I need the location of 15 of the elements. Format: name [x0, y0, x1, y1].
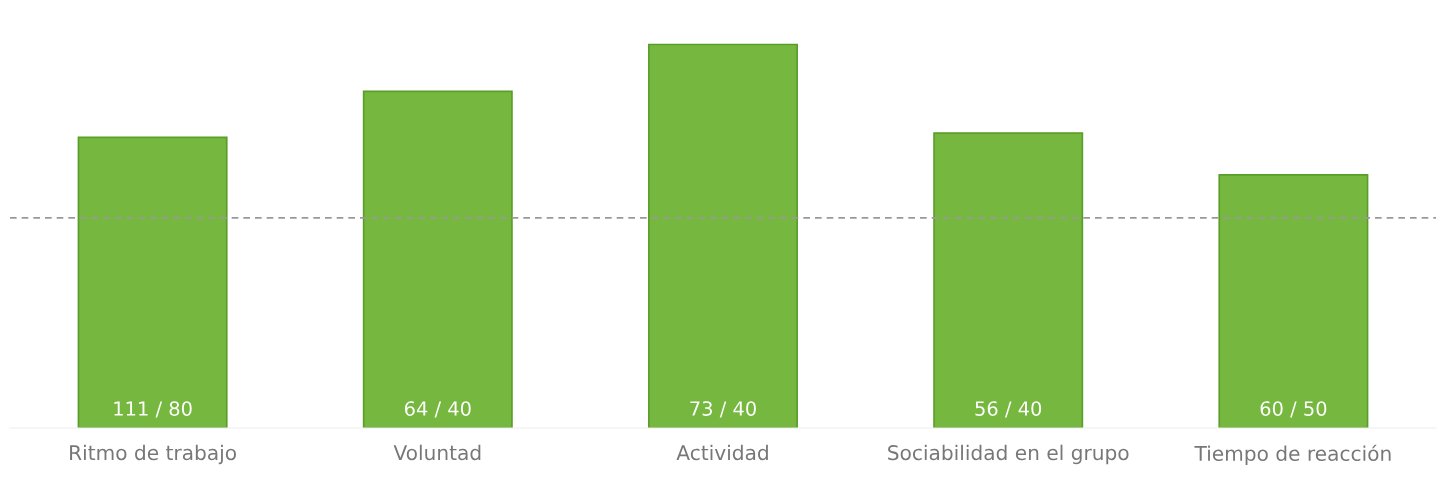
- x-tick-label: Ritmo de trabajo: [70, 444, 236, 465]
- bar: [1218, 174, 1369, 428]
- x-tick-label: Actividad: [676, 444, 768, 461]
- annotation: 73 / 40: [690, 401, 756, 418]
- bar: [77, 136, 228, 428]
- bar: [648, 43, 798, 428]
- x-tick-label: Tiempo de reacción: [1194, 444, 1391, 465]
- annotation: 60 / 50: [1260, 401, 1327, 418]
- bar: [933, 132, 1084, 428]
- x-tick-label: Sociabilidad en el grupo: [888, 444, 1129, 465]
- annotation: 64 / 40: [404, 401, 471, 418]
- x-tick-label: Voluntad: [393, 444, 481, 461]
- annotation: 56 / 40: [975, 401, 1042, 418]
- bar: [362, 90, 513, 428]
- annotation: 111 / 80: [114, 401, 192, 418]
